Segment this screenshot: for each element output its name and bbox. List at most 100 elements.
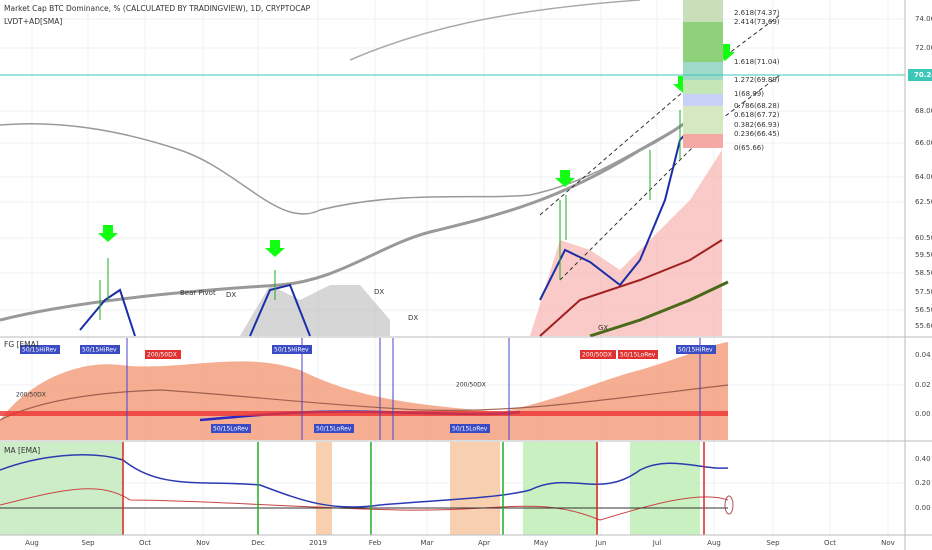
annotation: DX xyxy=(374,288,384,296)
fg-axis-label: 0.02 xyxy=(915,381,931,389)
fib-label: 1.618(71.04) xyxy=(734,58,780,66)
tag-box xyxy=(618,350,658,359)
indicator-label: LVDT+AD[SMA] xyxy=(4,17,62,26)
ma-zone xyxy=(316,442,332,535)
tag-box xyxy=(314,424,354,433)
fib-label: 1(68.99) xyxy=(734,90,764,98)
time-label: Dec xyxy=(251,539,265,547)
fg-verticals xyxy=(126,338,701,440)
fib-label: 1.272(69.89) xyxy=(734,76,780,84)
time-axis: Aug Sep Oct Nov Dec 2019 Feb Mar Apr May… xyxy=(25,539,895,547)
fib-label: 0.786(68.28) xyxy=(734,102,780,110)
time-label: Apr xyxy=(478,539,490,547)
time-label: Jul xyxy=(652,539,662,547)
ma-zone xyxy=(0,442,123,535)
tag-box xyxy=(145,350,181,359)
fib-box xyxy=(683,0,723,148)
tag-box xyxy=(80,345,120,354)
time-label: Sep xyxy=(81,539,95,547)
chart-title: Market Cap BTC Dominance, % (CALCULATED … xyxy=(4,4,311,13)
fib-band xyxy=(683,94,723,106)
red-band xyxy=(530,150,722,336)
fib-label: 0.236(66.45) xyxy=(734,130,780,138)
price-label: 68.00 xyxy=(915,107,932,115)
fg-plot xyxy=(0,338,729,440)
fib-band xyxy=(683,22,723,62)
tag-box xyxy=(211,424,251,433)
price-label: 59.50 xyxy=(915,251,932,259)
tag: 200/50DX xyxy=(582,352,612,359)
mid-curve xyxy=(0,98,723,322)
fib-label: 0.382(66.93) xyxy=(734,121,780,129)
price-axis: 74.00 72.00 68.00 66.00 64.00 62.50 60.5… xyxy=(904,0,932,550)
annotations: Bear Pivot DX DX DX GX xyxy=(180,288,608,332)
fib-labels: 2.618(74.37) 2.414(73.69) 1.618(71.04) 1… xyxy=(734,9,780,152)
ma-red xyxy=(0,488,729,521)
fib-label: 2.618(74.37) xyxy=(734,9,780,17)
main-plot xyxy=(0,0,781,338)
ma-zone xyxy=(523,442,598,535)
fib-band xyxy=(683,134,723,148)
ma-verticals xyxy=(122,442,705,535)
annotation: DX xyxy=(226,291,236,299)
tag: 50/15LoRev xyxy=(452,426,488,433)
time-label: Oct xyxy=(824,539,836,547)
panel-label: FG [EMA] xyxy=(4,340,39,349)
tag-box xyxy=(676,345,716,354)
tag-box xyxy=(450,424,490,433)
fib-band xyxy=(683,106,723,134)
trend-projection xyxy=(719,14,781,121)
ma-zone xyxy=(450,442,500,535)
time-label: Jun xyxy=(595,539,607,547)
annotation: DX xyxy=(408,314,418,322)
tag: 50/15LoRev xyxy=(213,426,249,433)
time-label: Nov xyxy=(196,539,210,547)
top-curve xyxy=(349,0,641,61)
price-label: 62.50 xyxy=(915,198,932,206)
red-line xyxy=(539,239,723,337)
ma-axis-label: 0.00 xyxy=(915,504,931,512)
fg-axis-label: 0.04 xyxy=(915,351,931,359)
tag-box xyxy=(580,350,616,359)
time-label: Nov xyxy=(881,539,895,547)
fib-band xyxy=(683,80,723,94)
time-label: Aug xyxy=(707,539,721,547)
tag-box xyxy=(272,345,312,354)
fib-label: 2.414(73.69) xyxy=(734,18,780,26)
tag: 50/15HiRev xyxy=(22,347,57,354)
gray-band xyxy=(240,285,390,336)
fib-label: 0.618(67.72) xyxy=(734,111,780,119)
annotation: Bear Pivot xyxy=(180,289,216,297)
zero-band xyxy=(0,411,728,416)
time-label: Oct xyxy=(139,539,151,547)
price-label: 64.00 xyxy=(915,173,932,181)
ma-axis-label: 0.40 xyxy=(915,455,931,463)
tag: 50/15HiRev xyxy=(274,347,309,354)
fg-tags: 50/15HiRev 50/15HiRev 50/15HiRev 50/15Lo… xyxy=(16,345,716,433)
fg-line xyxy=(0,384,729,421)
time-label: Feb xyxy=(369,539,382,547)
fg-axis-label: 0.00 xyxy=(915,410,931,418)
tag: 50/15HiRev xyxy=(678,347,713,354)
time-label: 2019 xyxy=(309,539,327,547)
tag: 50/15LoRev xyxy=(316,426,352,433)
last-price: 70.24 xyxy=(914,71,932,79)
tag-box xyxy=(20,345,60,354)
ma-zone xyxy=(630,442,700,535)
upper-curve xyxy=(0,104,721,215)
time-label: Sep xyxy=(766,539,780,547)
time-label: Aug xyxy=(25,539,39,547)
price-label: 60.50 xyxy=(915,234,932,242)
time-label: May xyxy=(534,539,548,547)
price-label: 72.00 xyxy=(915,44,932,52)
ma-axis-label: 0.20 xyxy=(915,479,931,487)
price-label: 55.60 xyxy=(915,322,932,330)
last-price-box xyxy=(908,69,932,81)
fib-label: 0(65.66) xyxy=(734,144,764,152)
price-label: 58.50 xyxy=(915,269,932,277)
price-label: 56.50 xyxy=(915,306,932,314)
green-line xyxy=(589,280,729,338)
tag: 50/15LoRev xyxy=(620,352,656,359)
fib-band xyxy=(683,62,723,80)
